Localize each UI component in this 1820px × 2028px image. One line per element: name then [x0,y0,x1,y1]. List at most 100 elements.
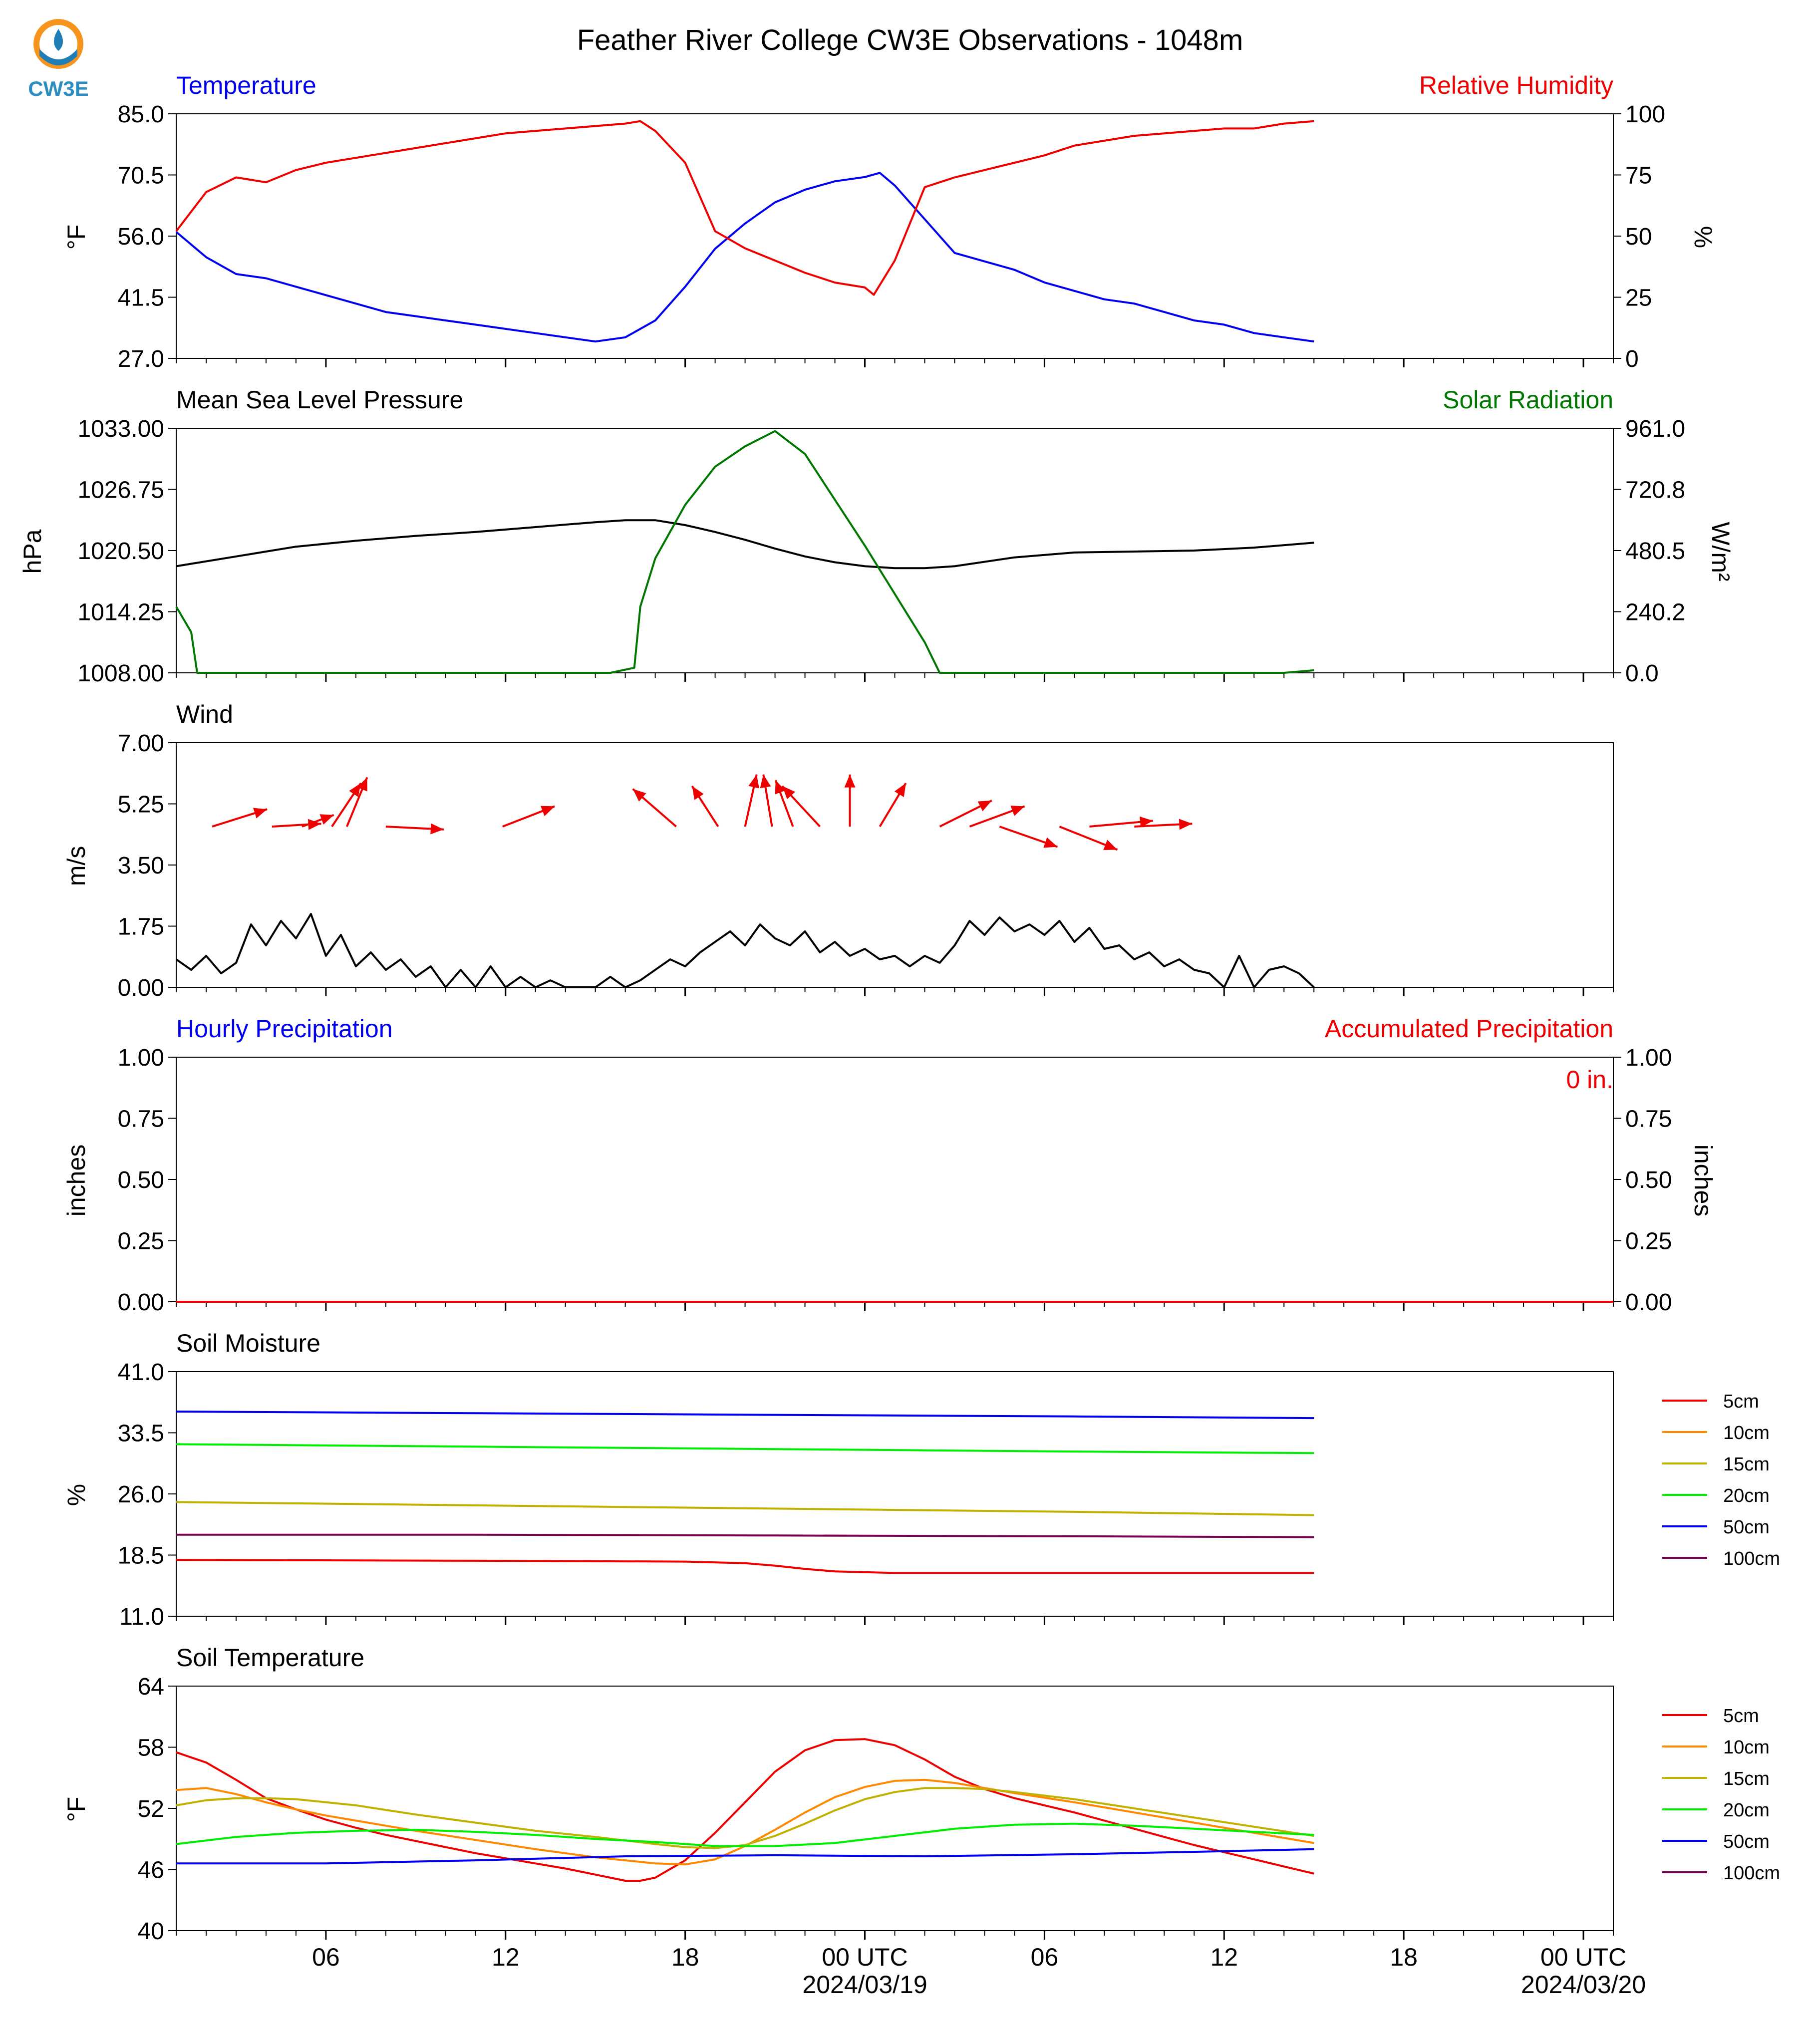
precip-right-title: Accumulated Precipitation [1325,1015,1613,1043]
precip-ylabel: inches [62,1145,90,1217]
precip-y2-tick-label: 0.75 [1625,1106,1672,1133]
x-tick-date-label: 2024/03/20 [1521,1971,1646,1999]
soilm-frame [176,1371,1614,1617]
soilt-left-title: Soil Temperature [176,1644,364,1672]
soilm-legend-label: 20cm [1723,1485,1770,1506]
precip-ylabel-right: inches [1689,1145,1717,1217]
temp-left-title: Temperature [176,71,316,99]
precip-y2-tick-label: 1.00 [1625,1045,1672,1071]
precip-y-tick-label: 0.50 [118,1167,164,1193]
wind-y-tick-label: 7.00 [118,730,164,757]
temp-ylabel: °F [62,225,90,250]
precip-y-tick-label: 1.00 [118,1045,164,1071]
wind-arrow-head [692,786,704,800]
wind-arrow-head [782,786,795,800]
press-y2-tick-label: 720.8 [1625,477,1685,504]
soilm-y-tick-label: 18.5 [118,1543,164,1569]
temp-y-tick-label: 85.0 [118,101,164,128]
wind-arrow-head [253,808,268,819]
wind-y-tick-label: 0.00 [118,975,164,1001]
wind-arrow-head [977,800,992,812]
soilt-y-tick-label: 52 [138,1796,164,1822]
wind-arrow-head [632,789,646,802]
wind-y-tick-label: 3.50 [118,853,164,879]
precip-y2-tick-label: 0.25 [1625,1228,1672,1255]
press-ylabel: hPa [18,529,46,574]
soilt-series-20cm [176,1822,1314,1847]
logo-text: CW3E [28,77,88,100]
x-tick-label: 06 [312,1943,340,1971]
wind-arrow-head [844,774,856,788]
temp-y2-tick-label: 75 [1625,163,1652,189]
wind-left-title: Wind [176,700,233,728]
soilt-legend-label: 10cm [1723,1737,1770,1758]
temp-ylabel-right: % [1689,226,1717,248]
precip-y-tick-label: 0.75 [118,1106,164,1133]
temp-y-tick-label: 70.5 [118,163,164,189]
soilm-legend-label: 50cm [1723,1517,1770,1538]
cw3e-logo: CW3E [28,19,89,100]
temp-frame [176,113,1614,359]
soilt-series-10cm [176,1778,1314,1866]
wind-arrow-head [357,777,367,792]
soilm-y-tick-label: 33.5 [118,1421,164,1447]
temp-series-temperature [175,172,1314,343]
wind-arrow-head [1179,819,1193,830]
wind-ylabel: m/s [62,846,90,886]
x-tick-label: 18 [1390,1943,1418,1971]
wind-arrow-head [748,774,759,789]
press-y2-tick-label: 480.5 [1625,538,1685,565]
soilm-y-tick-label: 41.0 [118,1359,164,1386]
temp-y-tick-label: 41.5 [118,285,164,311]
page-title: Feather River College CW3E Observations … [577,24,1243,56]
wind-arrow-head [894,783,906,797]
soilm-legend-label: 10cm [1723,1423,1770,1444]
soilt-legend-label: 15cm [1723,1768,1770,1789]
x-tick-label: 00 UTC [1540,1943,1626,1971]
wind-arrow-head [319,814,334,825]
soilm-legend-label: 15cm [1723,1454,1770,1475]
press-series-mean-sea-level-pressure [176,519,1314,570]
soilt-legend-label: 50cm [1723,1831,1770,1852]
temp-y-tick-label: 56.0 [118,224,164,250]
precip-y2-tick-label: 0.00 [1625,1289,1672,1316]
soilm-series-15cm [176,1501,1314,1516]
x-tick-label: 12 [492,1943,520,1971]
x-tick-date-label: 2024/03/19 [802,1971,927,1999]
soilt-y-tick-label: 58 [138,1735,164,1761]
press-y-tick-label: 1014.25 [77,599,164,626]
soilt-legend-label: 100cm [1723,1863,1780,1884]
press-y2-tick-label: 961.0 [1625,416,1685,442]
temp-y2-tick-label: 100 [1625,101,1665,128]
x-tick-label: 00 UTC [822,1943,908,1971]
temp-y2-tick-label: 25 [1625,285,1652,311]
wind-frame [176,742,1614,988]
press-y-tick-label: 1026.75 [77,477,164,504]
press-y2-tick-label: 0.0 [1625,660,1659,687]
soilt-series-50cm [176,1848,1314,1865]
soilm-legend-label: 5cm [1723,1391,1759,1412]
press-frame [176,428,1614,673]
press-y2-tick-label: 240.2 [1625,599,1685,626]
temp-right-title: Relative Humidity [1419,71,1613,99]
soilm-y-tick-label: 26.0 [118,1481,164,1508]
press-y-tick-label: 1020.50 [77,538,164,565]
precip-y-tick-label: 0.25 [118,1228,164,1255]
press-y-tick-label: 1033.00 [77,416,164,442]
wind-arrow-head [1043,837,1058,848]
wind-arrow-head [430,823,444,835]
precip-frame [176,1057,1614,1302]
soilm-ylabel: % [62,1484,90,1506]
soilt-ylabel: °F [62,1797,90,1822]
press-right-title: Solar Radiation [1443,386,1613,414]
wind-arrow-head [1103,840,1118,850]
press-left-title: Mean Sea Level Pressure [176,386,463,414]
precip-y-tick-label: 0.00 [118,1289,164,1316]
soilm-series-100cm [176,1533,1314,1538]
soilt-legend-label: 5cm [1723,1706,1759,1727]
wind-arrow-head [760,774,771,789]
soilm-series-50cm [176,1411,1314,1420]
soilt-legend-label: 20cm [1723,1800,1770,1821]
soilt-series-15cm [176,1787,1314,1849]
soilt-y-tick-label: 64 [138,1674,164,1700]
